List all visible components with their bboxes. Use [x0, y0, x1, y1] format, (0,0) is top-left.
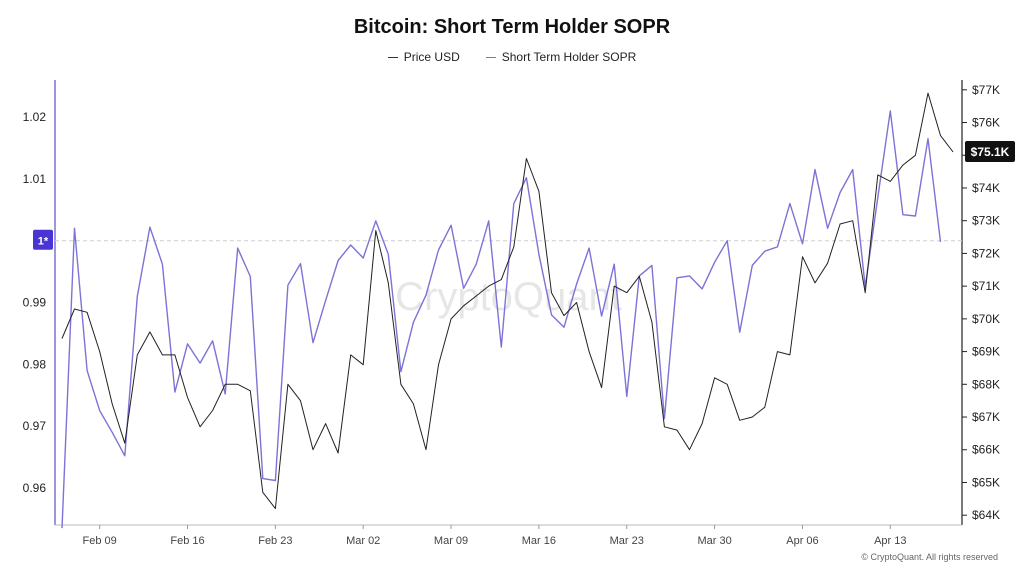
left-tick-label: 0.97: [23, 419, 47, 433]
right-tick-label: $74K: [972, 181, 1000, 195]
sopr-series-line: [61, 110, 942, 529]
left-tick-label: 0.99: [23, 296, 47, 310]
left-tick-label: 1.01: [23, 172, 47, 186]
current-price-label: $75.1K: [971, 145, 1010, 159]
legend: Price USD Short Term Holder SOPR: [0, 50, 1024, 64]
x-tick-label: Apr 06: [786, 535, 818, 547]
x-tick-label: Mar 09: [434, 535, 468, 547]
legend-label-price: Price USD: [403, 50, 460, 64]
legend-item-sopr[interactable]: Short Term Holder SOPR: [485, 50, 637, 64]
right-tick-label: $67K: [972, 410, 1000, 424]
x-tick-label: Feb 23: [258, 535, 292, 547]
right-tick-label: $68K: [972, 377, 1000, 391]
x-tick-label: Apr 13: [874, 535, 906, 547]
reference-badge: [33, 229, 53, 250]
legend-item-price[interactable]: Price USD: [387, 50, 460, 64]
right-tick-label: $69K: [972, 345, 1000, 359]
watermark: CryptoQuant: [395, 275, 622, 319]
x-tick-label: Feb 16: [170, 535, 204, 547]
x-tick-label: Mar 02: [346, 535, 380, 547]
right-tick-label: $64K: [972, 508, 1000, 522]
right-tick-label: $77K: [972, 83, 1000, 97]
left-tick-label: 1.02: [23, 110, 47, 124]
right-tick-label: $73K: [972, 214, 1000, 228]
price-series-line: [61, 92, 954, 510]
left-tick-label: 0.98: [23, 357, 47, 371]
legend-label-sopr: Short Term Holder SOPR: [501, 50, 637, 64]
price-swatch: [387, 56, 398, 58]
x-tick-label: Mar 23: [610, 535, 644, 547]
right-tick-label: $72K: [972, 246, 1000, 260]
right-tick-label: $66K: [972, 443, 1000, 457]
right-tick-label: $70K: [972, 312, 1000, 326]
right-tick-label: $71K: [972, 279, 1000, 293]
chart-title: Bitcoin: Short Term Holder SOPR: [353, 16, 671, 38]
current-price-badge: [965, 140, 1015, 162]
x-tick-label: Mar 16: [522, 535, 556, 547]
x-tick-label: Mar 30: [697, 535, 731, 547]
left-tick-label: 1*: [38, 236, 49, 248]
sopr-swatch: [485, 56, 496, 58]
x-tick-label: Feb 09: [83, 535, 117, 547]
left-tick-label: 0.96: [23, 481, 47, 495]
right-tick-label: $65K: [972, 475, 1000, 489]
copyright-footer: © CryptoQuant. All rights reserved: [861, 552, 998, 562]
right-tick-label: $76K: [972, 116, 1000, 130]
